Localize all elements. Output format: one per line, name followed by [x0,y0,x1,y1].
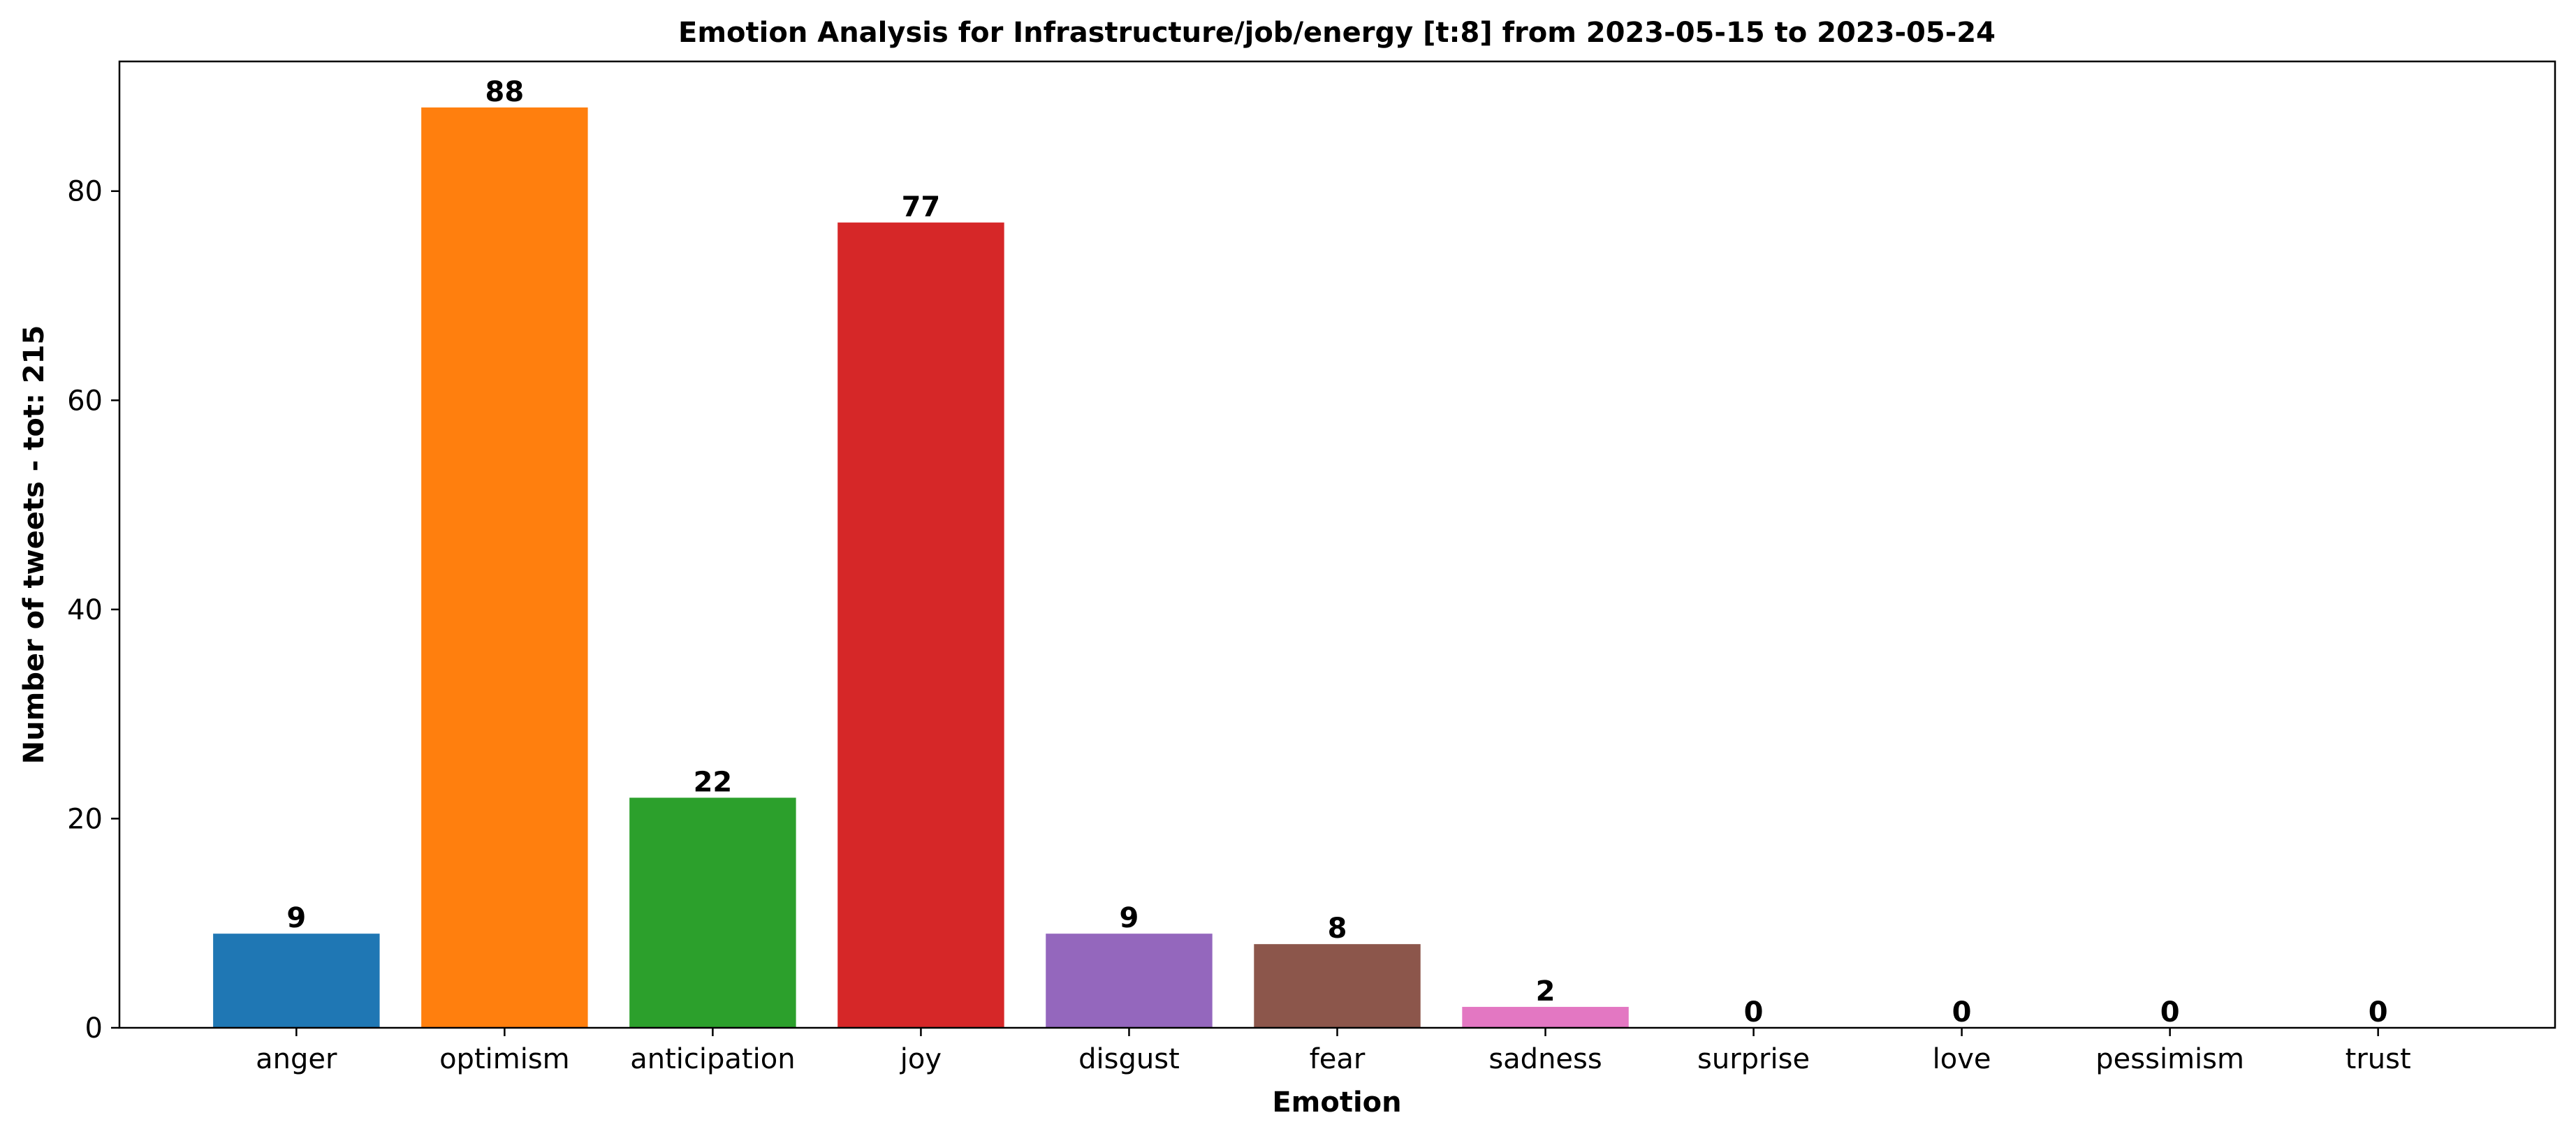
bar-sadness [1462,1007,1629,1028]
y-tick-label-0: 0 [85,1012,103,1045]
x-ticks-layer: anger optimism anticipation joy disgust fear s… [256,1028,2411,1075]
data-label-sadness: 2 [1536,975,1556,1008]
y-tick-label-80: 80 [67,176,103,208]
bar-fear [1254,944,1421,1028]
y-ticks-layer: 0 20 40 60 80 [67,176,119,1045]
bar-disgust [1046,934,1213,1028]
y-tick-label-60: 60 [67,385,103,417]
plot-frame [118,60,2556,1029]
x-tick-label-joy: joy [900,1043,942,1075]
bars-layer [213,107,1629,1028]
chart-title: Emotion Analysis for Infrastructure/job/… [678,17,1996,49]
x-tick-label-optimism: optimism [439,1043,570,1075]
x-tick-label-trust: trust [2346,1043,2411,1075]
data-label-surprise: 0 [1744,996,1764,1028]
bar-joy [837,222,1004,1028]
x-tick-label-love: love [1933,1043,1991,1075]
x-tick-label-fear: fear [1310,1043,1366,1075]
bar-anger [213,934,380,1028]
data-label-joy: 77 [902,191,941,223]
data-label-trust: 0 [2369,996,2388,1028]
bar-anticipation [629,797,796,1028]
y-axis-label: Number of tweets - tot: 215 [18,325,50,765]
data-label-pessimism: 0 [2160,996,2180,1028]
data-label-optimism: 88 [485,76,525,108]
x-tick-label-pessimism: pessimism [2095,1043,2244,1075]
x-tick-label-anger: anger [256,1043,337,1075]
y-tick-label-40: 40 [67,594,103,626]
x-tick-label-surprise: surprise [1697,1043,1810,1075]
y-tick-label-20: 20 [67,803,103,835]
x-axis-label: Emotion [1272,1086,1401,1119]
data-label-anticipation: 22 [694,766,733,798]
data-label-disgust: 9 [1120,902,1139,934]
data-label-fear: 8 [1328,913,1347,945]
data-labels-layer: 9 88 22 77 9 8 2 0 0 0 0 [286,76,2387,1028]
data-label-anger: 9 [286,902,306,934]
x-tick-label-sadness: sadness [1488,1043,1602,1075]
bar-optimism [421,107,588,1028]
x-tick-label-anticipation: anticipation [630,1043,795,1075]
data-label-love: 0 [1952,996,1972,1028]
x-tick-label-disgust: disgust [1078,1043,1180,1075]
